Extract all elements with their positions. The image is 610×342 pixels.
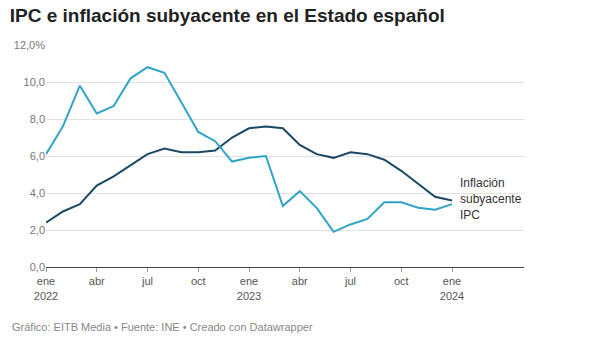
svg-text:jul: jul [141, 275, 153, 287]
svg-text:ene2024: ene2024 [440, 275, 464, 301]
svg-text:ene2023: ene2023 [237, 275, 261, 301]
svg-text:4,0: 4,0 [30, 187, 45, 199]
svg-text:oct: oct [394, 275, 409, 287]
svg-text:10,0: 10,0 [24, 76, 45, 88]
svg-text:IPC e inflación subyacente en: IPC e inflación subyacente en el Estado … [10, 5, 445, 26]
svg-text:Gráfico: EITB Media • Fuente:: Gráfico: EITB Media • Fuente: INE • Crea… [12, 321, 313, 333]
svg-text:abr: abr [89, 275, 105, 287]
svg-text:6,0: 6,0 [30, 150, 45, 162]
svg-text:Inflaciónsubyacente: Inflaciónsubyacente [460, 176, 522, 206]
svg-text:2,0: 2,0 [30, 224, 45, 236]
svg-text:jul: jul [344, 275, 356, 287]
svg-text:abr: abr [292, 275, 308, 287]
svg-text:12,0%: 12,0% [14, 39, 45, 51]
svg-text:oct: oct [191, 275, 206, 287]
svg-text:0,0: 0,0 [30, 261, 45, 273]
svg-text:IPC: IPC [460, 208, 480, 222]
svg-text:8,0: 8,0 [30, 113, 45, 125]
svg-text:ene2022: ene2022 [34, 275, 58, 301]
